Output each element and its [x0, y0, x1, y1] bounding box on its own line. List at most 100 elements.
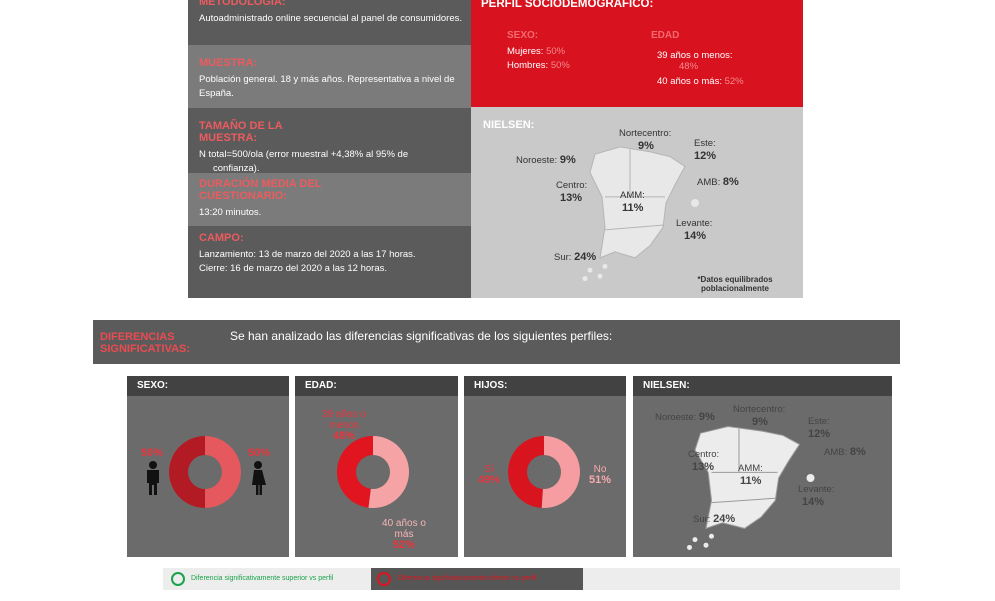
- sexo-value: 50%: [546, 46, 566, 57]
- method-text: Autoadministrado online secuencial al pa…: [199, 13, 462, 24]
- map-borders: [604, 149, 665, 231]
- map-label: Noroeste: 9%: [516, 154, 576, 167]
- map-label: AMB: 8%: [697, 176, 739, 189]
- donut-segment: [169, 436, 205, 508]
- map-label: AMM: 11%: [620, 189, 645, 215]
- map-label: Este: 12%: [694, 137, 716, 163]
- region-name: Sur:: [693, 514, 711, 525]
- legend-dark: [371, 568, 583, 590]
- region-name: AMM:: [738, 463, 763, 474]
- map-label: Levante: 14%: [676, 217, 712, 243]
- segment-name: Sí: [484, 464, 494, 475]
- region-value: 14%: [684, 230, 707, 242]
- sexo-label: Hombres:: [507, 60, 549, 71]
- map-label: Nortecentro: 9%: [733, 403, 785, 429]
- edad-value: 48%: [679, 61, 699, 72]
- method-text: 13:20 minutos.: [199, 207, 262, 218]
- map-label: Noroeste: 9%: [655, 411, 715, 424]
- method-row: [188, 0, 471, 45]
- nielsen-title: NIELSEN:: [483, 119, 535, 131]
- map-island: [709, 533, 714, 539]
- region-name: AMB:: [697, 177, 721, 188]
- map-label: Este: 12%: [808, 415, 830, 441]
- panel-header: [633, 376, 892, 396]
- method-title: TAMAÑO DE LA MUESTRA:: [199, 120, 283, 144]
- panel-title: HIJOS:: [474, 380, 508, 391]
- map-label: AMM: 11%: [738, 462, 763, 488]
- panel-title: EDAD:: [305, 380, 337, 391]
- region-value: 9%: [752, 416, 768, 428]
- donut-segment: [337, 436, 373, 508]
- method-block: TAMAÑO DE LA MUESTRA: N total=500/ola (er…: [199, 120, 464, 176]
- method-text: N total=500/ola (error muestral +4,38% a…: [199, 149, 409, 174]
- segment-value: 50%: [141, 447, 164, 459]
- edad-item: 39 años o menos: 48%: [657, 50, 757, 72]
- legend-green: [171, 572, 185, 586]
- male-icon: [149, 461, 157, 469]
- region-name: Centro:: [556, 180, 588, 191]
- female-icon: [254, 461, 262, 469]
- sexo-item: Mujeres: 50%: [507, 46, 565, 57]
- map-label: Sur: 24%: [693, 513, 735, 526]
- method-title: METODOLOGÍA:: [199, 0, 286, 8]
- legend-text: Diferencia significativamente superior v…: [191, 575, 334, 582]
- region-value: 24%: [713, 513, 736, 525]
- female-icon: [252, 470, 266, 495]
- donut-segment: [205, 436, 241, 508]
- donut-segment: [368, 436, 410, 509]
- region-name: Este:: [808, 416, 830, 427]
- edad-label: 40 años o más:: [657, 76, 722, 87]
- donut-segment: [508, 436, 544, 508]
- map-island: [703, 542, 709, 548]
- region-name: Levante:: [798, 484, 835, 495]
- sexo-item: Hombres: 50%: [507, 60, 570, 71]
- panel-header: [127, 376, 289, 396]
- method-block: METODOLOGÍA: Autoadministrado online secu…: [199, 0, 464, 26]
- method-text: Cierre: 16 de marzo del 2020 a las 12 ho…: [199, 263, 387, 274]
- segment-value: 51%: [588, 474, 612, 486]
- region-value: 9%: [698, 411, 715, 423]
- map-label: Centro: 13%: [556, 179, 587, 205]
- region-name: Noroeste:: [516, 155, 558, 166]
- method-row: [188, 108, 471, 173]
- map-label: Nortecentro: 9%: [619, 127, 671, 153]
- edad-title: EDAD: [651, 30, 680, 41]
- region-value: 8%: [849, 446, 866, 458]
- map-island: [691, 199, 699, 207]
- region-value: 11%: [622, 202, 644, 214]
- panel-body: [464, 376, 626, 557]
- region-value: 9%: [559, 154, 576, 166]
- diff-title: DIFERENCIAS SIGNIFICATIVAS:: [100, 331, 191, 355]
- segment-name: No: [593, 464, 607, 475]
- region-value: 14%: [802, 496, 825, 508]
- region-value: 12%: [808, 428, 831, 440]
- segment-label: 40 años o más 52%: [376, 518, 432, 551]
- map-island: [602, 263, 608, 269]
- segment-label: 39 años o menos 48%: [315, 409, 373, 442]
- segment-value: 50%: [248, 447, 271, 459]
- map-island: [582, 276, 588, 282]
- panel-body: [295, 376, 458, 557]
- method-row: [188, 173, 471, 226]
- segment-value: 49%: [477, 474, 501, 486]
- map-label: Sur: 24%: [554, 251, 596, 264]
- method-row: [188, 45, 471, 108]
- segment-label: No 51%: [583, 464, 617, 486]
- region-name: Nortecentro:: [619, 128, 672, 139]
- segment-label: Sí 49%: [472, 464, 506, 486]
- panel-title: NIELSEN:: [643, 380, 690, 391]
- map-island: [597, 273, 603, 279]
- region-value: 13%: [692, 461, 715, 473]
- map-island: [587, 267, 593, 273]
- map-island: [806, 474, 815, 482]
- sexo-value: 50%: [550, 60, 570, 71]
- method-block: CAMPO: Lanzamiento: 13 de marzo del 2020 …: [199, 232, 464, 276]
- diff-text: Se han analizado las diferencias signifi…: [230, 329, 613, 343]
- method-block: DURACIÓN MEDIA DEL CUESTIONARIO: 13:20 mi…: [199, 178, 464, 220]
- segment-value: 48%: [332, 430, 356, 442]
- method-title: MUESTRA:: [199, 57, 258, 69]
- method-text: Población general. 18 y más años. Repres…: [199, 74, 455, 99]
- map-borders: [711, 428, 778, 504]
- region-name: Este:: [694, 138, 716, 149]
